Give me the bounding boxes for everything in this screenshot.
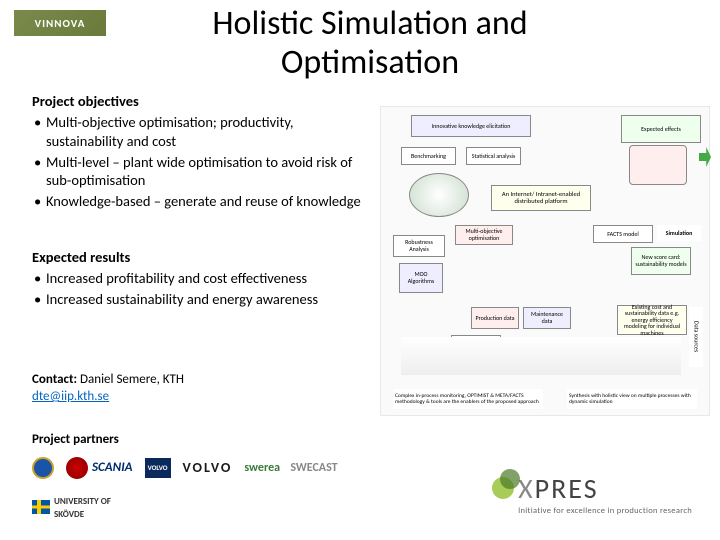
diagram-box: Expected effects bbox=[621, 115, 701, 143]
partner-logo-volvo-square: VOLVO bbox=[145, 456, 171, 480]
contact-label: Contact: bbox=[32, 372, 77, 387]
result-item: Increased sustainability and energy awar… bbox=[32, 290, 372, 309]
partner-logo-swerea: swerea SWECAST bbox=[244, 456, 337, 480]
objectives-section: Project objectives Multi-objective optim… bbox=[32, 92, 372, 213]
partner-logo-skovde: UNIVERSITY OFSKÖVDE bbox=[32, 495, 111, 519]
diagram-box: Existing cost and sustainability data e.… bbox=[617, 305, 687, 335]
diagram-box: Benchmarking bbox=[401, 147, 456, 165]
result-item: Increased profitability and cost effecti… bbox=[32, 269, 372, 288]
diagram-box: Robustness Analysis bbox=[393, 235, 445, 257]
diagram-box: An Internet/ Intranet-enabled distribute… bbox=[491, 185, 591, 211]
diagram-people-icon bbox=[629, 145, 687, 185]
results-section: Expected results Increased profitability… bbox=[32, 248, 372, 311]
contact-email-link[interactable]: dte@iip.kth.se bbox=[32, 389, 109, 404]
partners-row: SCANIA VOLVO VOLVO swerea SWECAST UNIVER… bbox=[32, 452, 382, 522]
diagram-box: Production data bbox=[471, 307, 519, 329]
diagram-box: FACTS model bbox=[593, 225, 653, 243]
results-heading: Expected results bbox=[32, 248, 372, 267]
diagram-machines-row bbox=[401, 337, 681, 375]
objectives-heading: Project objectives bbox=[32, 92, 372, 111]
partner-logo-scania: SCANIA bbox=[66, 456, 133, 480]
objective-item: Multi-objective optimisation; productivi… bbox=[32, 113, 372, 151]
results-list: Increased profitability and cost effecti… bbox=[32, 269, 372, 309]
vinnova-logo: VINNOVA bbox=[14, 10, 106, 36]
diagram-box: MOO Algorithms bbox=[399, 263, 443, 293]
contact-section: Contact: Daniel Semere, KTH dte@iip.kth.… bbox=[32, 372, 372, 406]
diagram-box: New score card: sustainability models bbox=[631, 247, 691, 275]
diagram-box: Innovative knowledge elicitation bbox=[411, 115, 531, 137]
architecture-diagram: Innovative knowledge elicitation Expecte… bbox=[380, 106, 710, 416]
xpres-name: XPRES bbox=[518, 471, 692, 506]
diagram-box: Multi-objective optimisation bbox=[455, 225, 513, 245]
diagram-label: Data sources bbox=[689, 307, 703, 367]
diagram-wireframe-icon bbox=[409, 173, 469, 217]
diagram-caption: Complex in-process monitoring, OPTIMIST … bbox=[393, 389, 543, 409]
objective-item: Knowledge-based – generate and reuse of … bbox=[32, 192, 372, 211]
xpres-tagline: Initiative for excellence in production … bbox=[518, 506, 692, 516]
arrow-icon bbox=[699, 147, 711, 167]
diagram-box: Statistical analysis bbox=[466, 147, 521, 165]
diagram-label: Simulation bbox=[657, 225, 701, 241]
sweden-flag-icon bbox=[32, 500, 50, 514]
partner-logo-volvo-text: VOLVO bbox=[183, 456, 233, 480]
contact-name: Daniel Semere, KTH bbox=[80, 372, 184, 387]
diagram-caption: Synthesis with holistic view on multiple… bbox=[567, 389, 697, 409]
objective-item: Multi-level – plant wide optimisation to… bbox=[32, 153, 372, 191]
diagram-box: Maintenance data bbox=[523, 307, 571, 329]
partner-logo-kth bbox=[32, 456, 54, 480]
objectives-list: Multi-objective optimisation; productivi… bbox=[32, 113, 372, 211]
page-title: Holistic Simulation and Optimisation bbox=[180, 4, 560, 82]
partners-heading: Project partners bbox=[32, 432, 372, 449]
xpres-logo: XPRES Initiative for excellence in produ… bbox=[518, 471, 692, 516]
